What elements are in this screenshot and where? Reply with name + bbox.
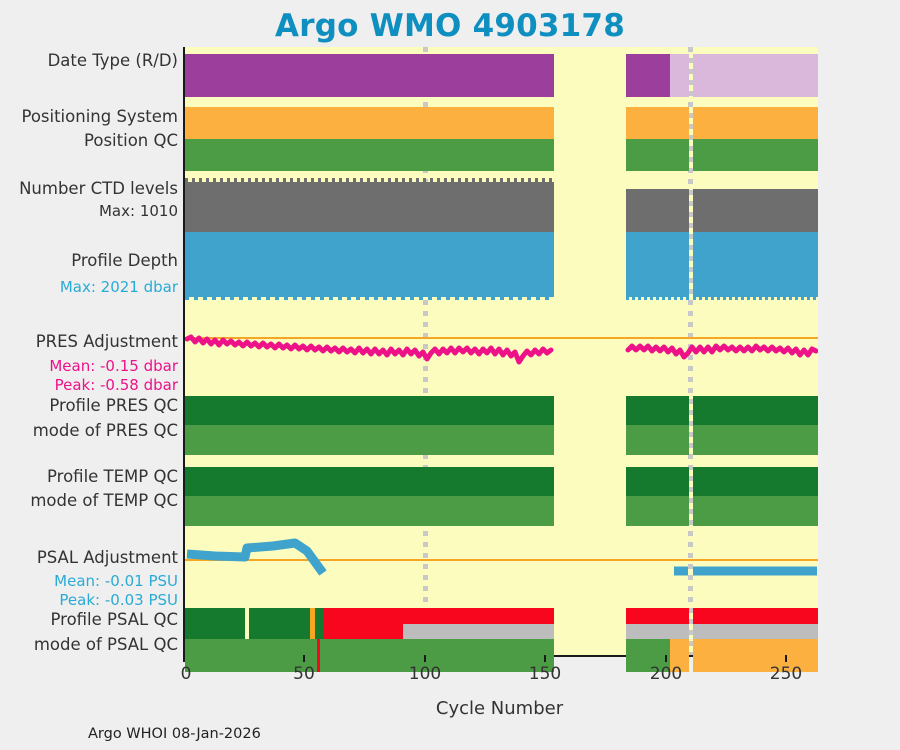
page-title: Argo WMO 4903178 <box>275 8 625 44</box>
x-axis-label: Cycle Number <box>435 698 564 719</box>
band-position-qc-3 <box>693 139 818 171</box>
row-psal-adjustment <box>185 535 818 607</box>
label-positioning: Positioning System <box>21 107 178 126</box>
row-mode-temp-qc <box>185 496 818 526</box>
label-pres-adjustment: PRES Adjustment <box>35 332 178 351</box>
band-mode-pres-qc-2 <box>626 425 689 455</box>
band-positioning-2 <box>626 107 689 139</box>
label-profile-pres-qc: Profile PRES QC <box>49 396 178 415</box>
plot-panel <box>183 47 818 672</box>
label-profile-temp-qc: Profile TEMP QC <box>47 467 178 486</box>
row-position-qc <box>185 139 818 171</box>
label-date-type: Date Type (R/D) <box>47 51 178 70</box>
band-date-type-d2 <box>693 54 818 97</box>
label-mode-temp-qc: mode of TEMP QC <box>30 491 178 510</box>
band-mode-temp-qc-1 <box>185 496 554 526</box>
band-mode-psal-qc-o2 <box>693 639 818 672</box>
xtick-label-200: 200 <box>649 664 683 684</box>
xtick-label-100: 100 <box>408 664 442 684</box>
label-psal-adjustment: PSAL Adjustment <box>36 548 178 567</box>
label-ctd-levels-max: Max: 1010 <box>98 202 178 220</box>
band-profile-temp-qc-2 <box>626 467 689 496</box>
band-profile-psal-qc-gray2 <box>626 624 689 639</box>
pres-adjustment-trace <box>185 334 818 365</box>
xtick-label-250: 250 <box>769 664 803 684</box>
label-pres-mean: Mean: -0.15 dbar <box>49 357 178 375</box>
bar-profile-depth-2 <box>626 232 689 297</box>
band-position-qc-2 <box>626 139 689 171</box>
band-profile-psal-qc-gray3 <box>693 624 818 639</box>
label-psal-peak: Peak: -0.03 PSU <box>59 591 178 609</box>
label-profile-psal-qc: Profile PSAL QC <box>50 610 178 629</box>
xtick-250 <box>785 655 787 662</box>
band-position-qc-1 <box>185 139 554 171</box>
label-pres-peak: Peak: -0.58 dbar <box>54 376 178 394</box>
row-mode-pres-qc <box>185 425 818 455</box>
bar-profile-depth-3 <box>693 232 818 297</box>
band-positioning-3 <box>693 107 818 139</box>
band-date-type-r1 <box>185 54 554 97</box>
guide-line-cycle-100 <box>423 47 428 655</box>
row-profile-psal-qc <box>185 608 818 639</box>
band-profile-psal-qc-b <box>310 608 315 639</box>
xtick-100 <box>424 655 426 662</box>
row-mode-psal-qc <box>185 639 818 672</box>
band-mode-psal-qc-g3 <box>626 639 670 672</box>
band-mode-temp-qc-3 <box>693 496 818 526</box>
band-profile-temp-qc-1 <box>185 467 554 496</box>
label-ctd-levels: Number CTD levels <box>19 179 178 198</box>
row-pres-adjustment <box>185 323 818 395</box>
row-profile-temp-qc <box>185 467 818 496</box>
band-date-type-r2 <box>626 54 670 97</box>
label-mode-pres-qc: mode of PRES QC <box>32 421 178 440</box>
label-position-qc: Position QC <box>84 131 178 150</box>
label-profile-depth: Profile Depth <box>71 251 178 270</box>
label-psal-mean: Mean: -0.01 PSU <box>54 572 178 590</box>
bar-profile-depth-2-jag <box>626 295 689 300</box>
xtick-200 <box>665 655 667 662</box>
xtick-0 <box>183 655 185 662</box>
bar-ctd-levels-jag <box>185 178 554 184</box>
row-profile-depth <box>185 232 818 303</box>
label-profile-depth-max: Max: 2021 dbar <box>59 278 178 296</box>
psal-zero-reference-line <box>185 559 818 561</box>
band-mode-psal-qc-g2 <box>320 639 554 672</box>
band-profile-pres-qc-1 <box>185 396 554 425</box>
band-profile-psal-qc-a2 <box>249 608 310 639</box>
band-profile-temp-qc-3 <box>693 467 818 496</box>
bar-profile-depth-1 <box>185 232 554 297</box>
band-date-type-d1 <box>670 54 689 97</box>
psal-adjustment-trace <box>186 538 817 576</box>
band-mode-pres-qc-1 <box>185 425 554 455</box>
xtick-label-50: 50 <box>293 664 315 684</box>
bar-profile-depth-3-jag <box>693 295 818 300</box>
band-positioning-1 <box>185 107 554 139</box>
band-mode-temp-qc-2 <box>626 496 689 526</box>
xtick-150 <box>544 655 546 662</box>
band-profile-psal-qc-a3 <box>315 608 324 639</box>
row-profile-pres-qc <box>185 396 818 425</box>
band-mode-psal-qc-g1 <box>185 639 317 672</box>
row-date-type <box>185 54 818 97</box>
xtick-label-150: 150 <box>528 664 562 684</box>
row-positioning-system <box>185 107 818 139</box>
band-mode-psal-qc-red <box>317 639 320 672</box>
band-profile-psal-qc-gray1 <box>403 624 554 639</box>
band-profile-psal-qc-a1 <box>185 608 245 639</box>
xtick-label-0: 0 <box>180 664 192 684</box>
footer-credit: Argo WHOI 08-Jan-2026 <box>88 726 261 742</box>
label-mode-psal-qc: mode of PSAL QC <box>33 635 178 654</box>
band-mode-pres-qc-3 <box>693 425 818 455</box>
xtick-50 <box>303 655 305 662</box>
band-profile-pres-qc-2 <box>626 396 689 425</box>
band-mode-psal-qc-o1 <box>670 639 689 672</box>
band-profile-pres-qc-3 <box>693 396 818 425</box>
bar-profile-depth-1-jag <box>185 295 554 300</box>
pres-zero-reference-line <box>185 337 818 339</box>
